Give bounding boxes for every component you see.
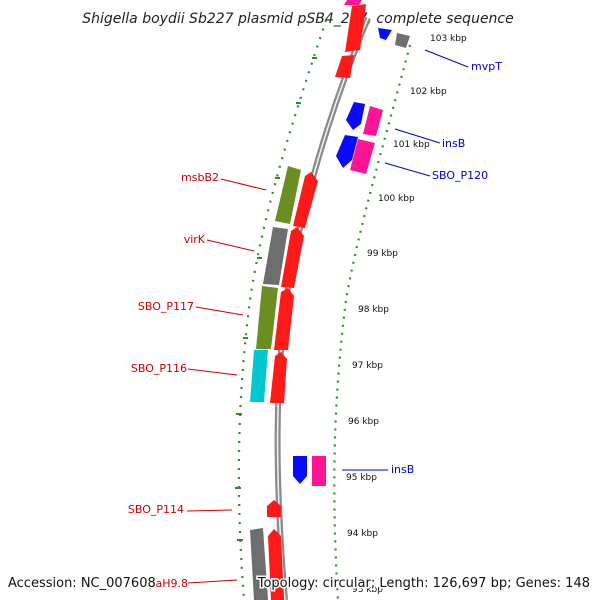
scale-labels: 103 kbp 102 kbp 101 kbp 100 kbp 99 kbp 9… [346, 34, 467, 595]
gene-magenta-top [344, 0, 362, 5]
gene-red-virK [281, 227, 304, 288]
gene-label-insB-2: insB [391, 463, 414, 476]
gene-blue-sbo-p120 [336, 135, 358, 168]
gene-label-insB: insB [442, 137, 465, 150]
topology-text: Topology: circular; Length: 126,697 bp; … [257, 576, 590, 591]
gene-label-mvpT: mvpT [471, 60, 502, 73]
accession-text: Accession: NC_007608 [8, 576, 156, 591]
gene-red-sbo-p117 [274, 288, 294, 350]
leader-sbo-p114 [186, 509, 233, 512]
gene-label-virK: virK [184, 233, 206, 246]
leader-msbB2 [220, 178, 267, 191]
leader-virK [206, 239, 255, 252]
leader-sbo-p120 [384, 162, 431, 177]
scale-tick-label: 99 kbp [367, 249, 398, 259]
scale-tick-label: 96 kbp [348, 417, 379, 427]
gene-magenta-sbo-p120 [350, 139, 375, 174]
leader-ipaH [187, 579, 238, 584]
gene-label-msbB2: msbB2 [181, 171, 219, 184]
gene-label-sbo-p117: SBO_P117 [138, 300, 194, 313]
gene-red-ipaH [268, 529, 284, 600]
gene-red-sbo-p116 [270, 352, 287, 403]
scale-tick-label: 97 kbp [352, 361, 383, 371]
gene-magenta-insB-1 [363, 106, 383, 136]
scale-tick-label: 102 kbp [410, 87, 447, 97]
outer-ticks [235, 57, 317, 541]
gene-red-sbo-p114 [267, 500, 281, 517]
gene-olive-sbo-p117 [256, 286, 278, 349]
scale-tick-label: 100 kbp [378, 194, 415, 204]
gene-red-msbB2 [293, 172, 318, 228]
gene-red-top-1 [345, 4, 366, 52]
leader-mvpT [424, 49, 469, 68]
scale-tick-label: 94 kbp [347, 529, 378, 539]
map-title: Shigella boydii Sb227 plasmid pSB4_227, … [82, 11, 513, 27]
scale-tick-label: 103 kbp [430, 34, 467, 44]
gene-blue-insB-1 [346, 102, 365, 130]
gene-gray-ipaH [250, 528, 268, 600]
leader-lines [186, 49, 469, 584]
gene-blue-insB-2 [293, 456, 307, 484]
leader-insB-1 [394, 128, 441, 144]
gene-gray-virK [263, 227, 288, 285]
gene-magenta-insB-2 [312, 456, 326, 486]
gene-blue-top [378, 28, 392, 40]
scale-tick-label: 101 kbp [393, 140, 430, 150]
gene-cyan-sbo-p116 [250, 350, 268, 402]
gene-label-sbo-p120: SBO_P120 [432, 169, 488, 182]
gene-label-sbo-p116: SBO_P116 [131, 362, 187, 375]
scale-tick-label: 95 kbp [346, 473, 377, 483]
scale-tick-label: 98 kbp [358, 305, 389, 315]
leader-sbo-p116 [187, 368, 238, 376]
leader-sbo-p117 [195, 306, 244, 316]
gene-gray-top [395, 33, 410, 48]
gene-labels: mvpT insB SBO_P120 msbB2 virK SBO_P117 S… [128, 60, 502, 590]
gene-olive-msbB2 [275, 166, 301, 224]
gene-label-sbo-p114: SBO_P114 [128, 503, 184, 516]
gene-red-top-2 [335, 55, 354, 78]
scale-tick-label: 93 kbp [352, 585, 383, 595]
gene-label-ipaH9.8: ipaH9.8 [145, 577, 188, 590]
